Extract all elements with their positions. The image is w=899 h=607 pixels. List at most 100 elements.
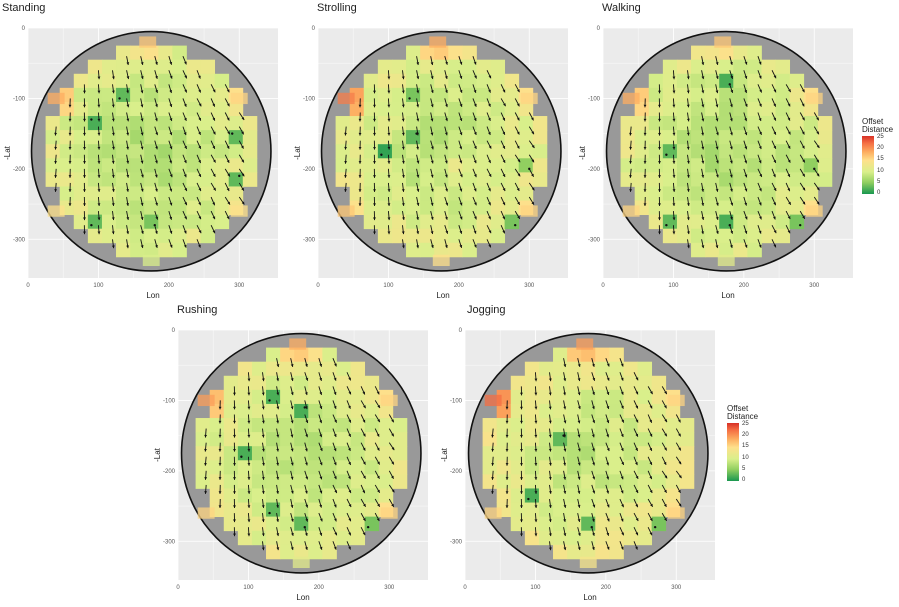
heat-cell xyxy=(691,201,705,215)
heat-cell xyxy=(238,503,252,517)
heat-cell xyxy=(539,404,553,418)
heat-edge-cell xyxy=(231,205,248,216)
heat-cell xyxy=(539,390,553,404)
heat-cell xyxy=(539,517,553,531)
heat-edge-cell xyxy=(485,395,502,406)
heat-cell xyxy=(666,488,680,502)
heat-cell xyxy=(186,201,200,215)
heat-cell xyxy=(224,488,238,502)
heat-cell xyxy=(322,348,336,362)
heat-cell xyxy=(491,102,505,116)
heat-cell xyxy=(201,215,215,229)
heat-cell xyxy=(393,474,407,488)
heat-cell xyxy=(677,229,691,243)
heat-cell xyxy=(476,158,490,172)
heat-cell xyxy=(638,474,652,488)
heat-cell xyxy=(350,144,364,158)
heat-cell xyxy=(172,158,186,172)
heat-cell xyxy=(210,418,224,432)
heat-cell xyxy=(224,503,238,517)
heat-cell xyxy=(130,144,144,158)
x-tick-label: 100 xyxy=(93,283,104,289)
heat-cell xyxy=(88,144,102,158)
heat-cell xyxy=(172,46,186,60)
heat-cell xyxy=(505,201,519,215)
heat-cell xyxy=(351,460,365,474)
heat-cell xyxy=(186,116,200,130)
heat-edge-cell xyxy=(623,93,640,104)
heat-cell xyxy=(733,46,747,60)
heat-cell xyxy=(280,432,294,446)
y-tick-label: -300 xyxy=(303,237,316,243)
heat-cell xyxy=(102,158,116,172)
heat-cell xyxy=(172,102,186,116)
heat-cell xyxy=(102,201,116,215)
heat-cell xyxy=(266,503,280,517)
heat-cell xyxy=(649,158,663,172)
vector-dot xyxy=(304,406,306,408)
heat-cell xyxy=(392,215,406,229)
heat-cell xyxy=(511,488,525,502)
heat-cell xyxy=(130,215,144,229)
heat-cell xyxy=(201,116,215,130)
heat-cell xyxy=(691,116,705,130)
heat-cell xyxy=(266,531,280,545)
heat-cell xyxy=(666,446,680,460)
heat-cell xyxy=(392,74,406,88)
heat-cell xyxy=(719,46,733,60)
heat-cell xyxy=(392,201,406,215)
heat-cell xyxy=(790,88,804,102)
heat-cell xyxy=(364,186,378,200)
heat-cell xyxy=(491,215,505,229)
heat-cell xyxy=(761,201,775,215)
heat-cell xyxy=(747,215,761,229)
heat-cell xyxy=(252,460,266,474)
heat-cell xyxy=(336,404,350,418)
heat-cell xyxy=(691,172,705,186)
heat-cell xyxy=(238,474,252,488)
heat-cell xyxy=(229,172,243,186)
heat-cell xyxy=(476,102,490,116)
heat-cell xyxy=(266,432,280,446)
heat-cell xyxy=(186,130,200,144)
heat-cell xyxy=(663,215,677,229)
x-tick-label: 200 xyxy=(314,585,325,591)
heat-cell xyxy=(476,144,490,158)
heat-cell xyxy=(266,362,280,376)
heat-cell xyxy=(215,186,229,200)
heat-cell xyxy=(525,488,539,502)
vector-dot xyxy=(591,526,593,528)
heat-edge-cell xyxy=(139,36,156,47)
heat-cell xyxy=(476,88,490,102)
heat-cell xyxy=(60,116,74,130)
heat-cell xyxy=(539,418,553,432)
y-tick-label: -100 xyxy=(303,96,316,102)
heat-cell xyxy=(88,186,102,200)
heat-cell xyxy=(336,418,350,432)
heat-cell xyxy=(649,186,663,200)
heat-edge-cell xyxy=(668,395,685,406)
heat-cell xyxy=(336,130,350,144)
heat-cell xyxy=(406,172,420,186)
heat-cell xyxy=(365,376,379,390)
heat-cell xyxy=(224,376,238,390)
heat-cell xyxy=(46,116,60,130)
heat-cell xyxy=(88,215,102,229)
x-tick-label: 100 xyxy=(530,585,541,591)
heat-cell xyxy=(595,446,609,460)
heat-cell xyxy=(635,102,649,116)
heat-cell xyxy=(804,102,818,116)
heat-cell xyxy=(378,172,392,186)
heat-cell xyxy=(705,88,719,102)
legend-offset-distance: Offset Distance 25 20 15 10 5 0 xyxy=(727,405,787,495)
heat-cell xyxy=(505,215,519,229)
heat-cell xyxy=(350,116,364,130)
heat-cell xyxy=(201,130,215,144)
heat-cell xyxy=(638,362,652,376)
heat-cell xyxy=(252,531,266,545)
